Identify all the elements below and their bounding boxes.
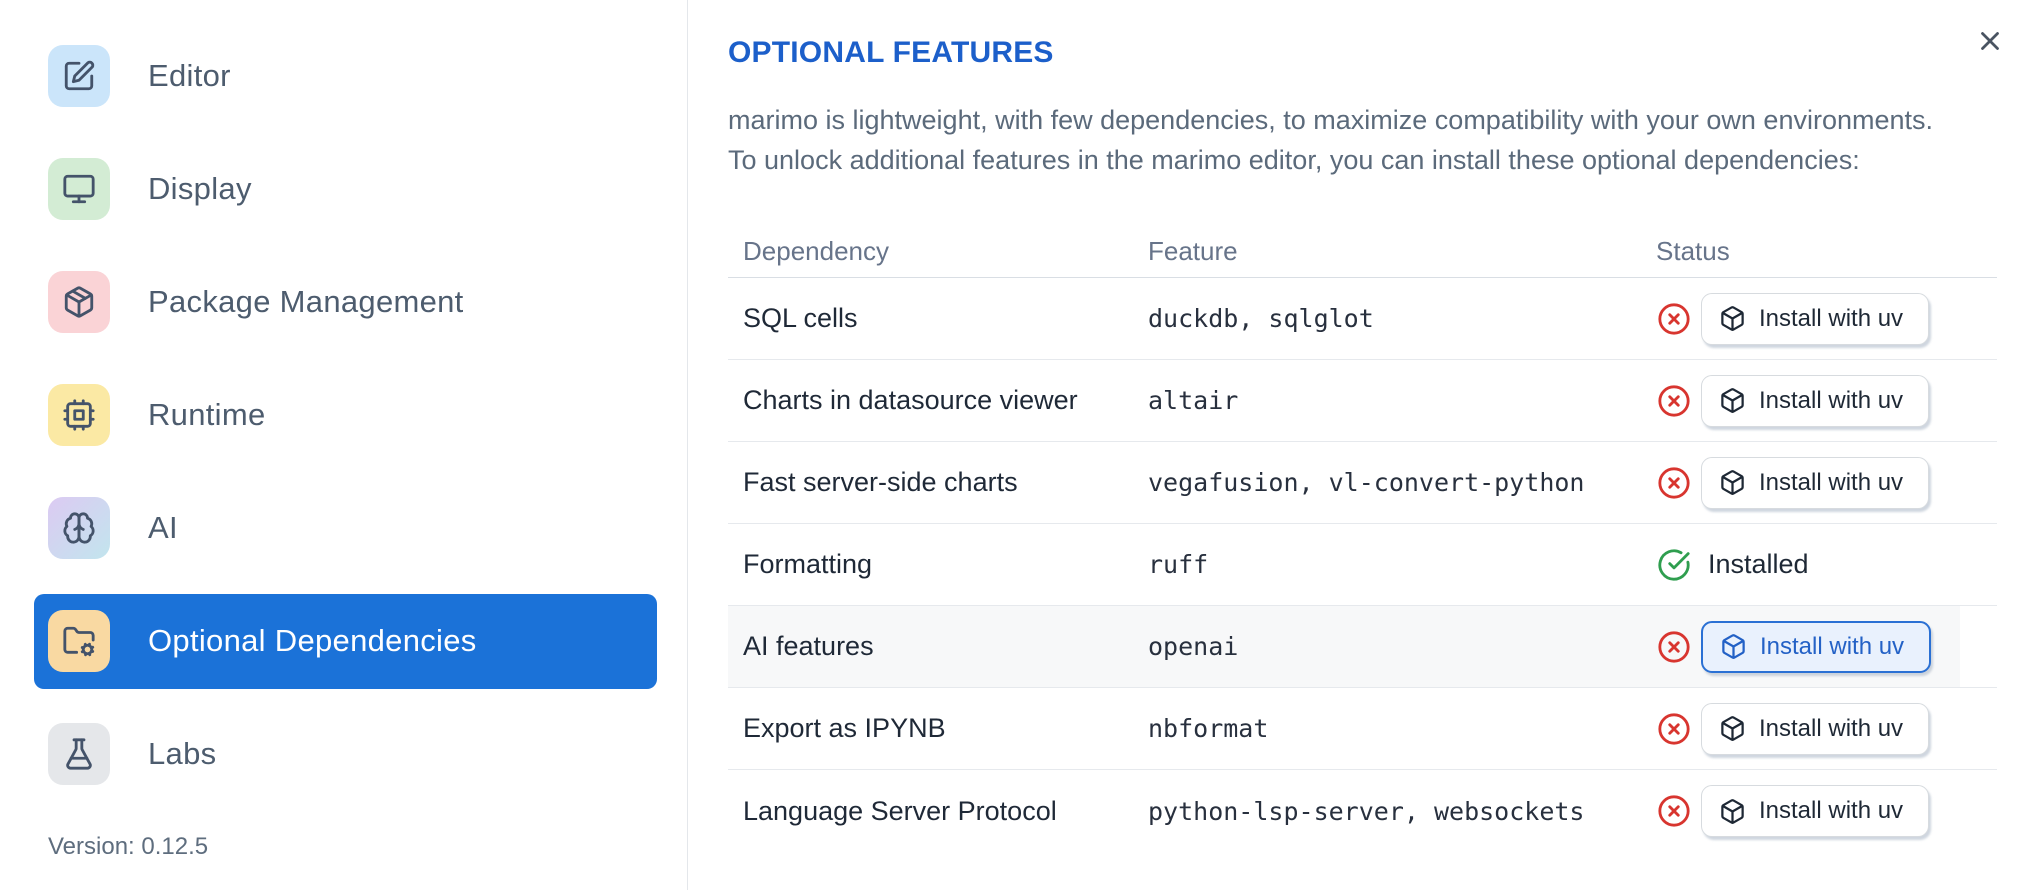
table-row-language-server-protocol: Language Server Protocol python-lsp-serv…	[728, 770, 1997, 852]
dependency-cell: Formatting	[743, 549, 873, 579]
feature-cell: openai	[1148, 632, 1239, 661]
sidebar-item-optional-dependencies[interactable]: Optional Dependencies	[34, 594, 657, 689]
page-title: OPTIONAL FEATURES	[728, 36, 1054, 69]
column-header-dependency: Dependency	[743, 235, 889, 266]
dependency-cell: Fast server-side charts	[743, 467, 1018, 497]
install-with-uv-button[interactable]: Install with uv	[1701, 456, 1930, 509]
column-header-feature: Feature	[1148, 235, 1238, 266]
install-with-uv-button[interactable]: Install with uv	[1701, 292, 1930, 345]
dependency-cell: Export as IPYNB	[743, 713, 946, 743]
package-icon	[48, 271, 110, 333]
table-row-charts-in-datasource-viewer: Charts in datasource viewer altair Insta…	[728, 360, 1997, 442]
table-body: SQL cells duckdb, sqlglot Install with u…	[728, 278, 1997, 852]
feature-cell: altair	[1148, 386, 1239, 415]
sidebar-item-package-management[interactable]: Package Management	[48, 271, 464, 333]
sidebar-selected-pill	[34, 594, 657, 689]
box-icon	[1719, 387, 1746, 414]
close-icon	[1975, 26, 2005, 59]
status-cell: Install with uv	[1656, 785, 1997, 837]
box-icon	[1719, 715, 1746, 742]
sidebar-item-label: Labs	[148, 736, 217, 771]
close-button[interactable]	[1972, 24, 2008, 60]
square-pen-icon	[48, 45, 110, 107]
status-cell: Install with uv	[1656, 702, 1997, 755]
box-icon	[1719, 798, 1746, 825]
circle-check-icon	[1656, 547, 1692, 583]
install-button-label: Install with uv	[1759, 714, 1904, 742]
sidebar-item-editor[interactable]: Editor	[48, 45, 231, 107]
circle-x-icon	[1656, 301, 1692, 337]
install-with-uv-button[interactable]: Install with uv	[1701, 702, 1930, 755]
install-button-label: Install with uv	[1760, 632, 1905, 660]
status-cell: Install with uv	[1656, 374, 1997, 427]
description-line-2: To unlock additional features in the mar…	[728, 145, 1860, 175]
status-cell: Install with uv	[1656, 620, 1997, 673]
install-button-label: Install with uv	[1759, 797, 1904, 824]
cpu-icon	[48, 384, 110, 446]
settings-sidebar: Editor Display Package Management Runtim…	[0, 0, 688, 890]
sidebar-item-label: Optional Dependencies	[148, 623, 477, 658]
brain-icon	[48, 497, 110, 559]
status-cell: Installed	[1656, 547, 1997, 583]
sidebar-item-label: Package Management	[148, 284, 464, 319]
dependency-cell: SQL cells	[743, 303, 858, 333]
sidebar-item-label: Display	[148, 171, 252, 206]
sidebar-item-label: AI	[148, 510, 178, 545]
description-line-1: marimo is lightweight, with few dependen…	[728, 105, 1934, 135]
dependencies-table: Dependency Feature Status SQL cells duck…	[728, 225, 1997, 852]
flask-icon	[48, 723, 110, 785]
table-row-export-as-ipynb: Export as IPYNB nbformat Install with uv	[728, 688, 1997, 770]
install-with-uv-button[interactable]: Install with uv	[1701, 620, 1932, 673]
sidebar-item-label: Editor	[148, 58, 231, 93]
folder-cog-icon	[48, 610, 110, 672]
circle-x-icon	[1656, 465, 1692, 501]
table-row-sql-cells: SQL cells duckdb, sqlglot Install with u…	[728, 278, 1997, 360]
circle-x-icon	[1656, 711, 1692, 747]
column-header-status: Status	[1656, 235, 1730, 266]
box-icon	[1719, 305, 1746, 332]
box-icon	[1720, 633, 1747, 660]
version-label: Version: 0.12.5	[48, 833, 209, 860]
dependency-cell: AI features	[743, 631, 874, 661]
dependency-cell: Charts in datasource viewer	[743, 385, 1078, 415]
status-cell: Install with uv	[1656, 292, 1997, 345]
table-row-ai-features: AI features openai Install with uv	[728, 606, 1997, 688]
dependency-cell: Language Server Protocol	[743, 795, 1057, 826]
feature-cell: vegafusion, vl-convert-python	[1148, 468, 1585, 497]
sidebar-item-labs[interactable]: Labs	[48, 723, 216, 785]
feature-cell: nbformat	[1148, 714, 1269, 743]
feature-cell: ruff	[1148, 550, 1209, 579]
feature-cell: duckdb, sqlglot	[1148, 304, 1374, 333]
sidebar-item-ai[interactable]: AI	[48, 497, 178, 559]
table-row-fast-server-side-charts: Fast server-side charts vegafusion, vl-c…	[728, 442, 1997, 524]
optional-features-panel: OPTIONAL FEATURES marimo is lightweight,…	[689, 0, 2042, 890]
monitor-icon	[48, 158, 110, 220]
box-icon	[1719, 469, 1746, 496]
table-header: Dependency Feature Status	[728, 225, 1997, 278]
panel-description: marimo is lightweight, with few dependen…	[728, 100, 1933, 180]
circle-x-icon	[1656, 383, 1692, 419]
install-with-uv-button[interactable]: Install with uv	[1701, 785, 1930, 837]
installed-status-label: Installed	[1708, 549, 1809, 579]
status-cell: Install with uv	[1656, 456, 1997, 509]
install-button-label: Install with uv	[1759, 468, 1904, 496]
install-button-label: Install with uv	[1759, 304, 1904, 332]
feature-cell: python-lsp-server, websockets	[1148, 796, 1585, 826]
sidebar-item-runtime[interactable]: Runtime	[48, 384, 266, 446]
sidebar-item-display[interactable]: Display	[48, 158, 252, 220]
install-with-uv-button[interactable]: Install with uv	[1701, 374, 1930, 427]
install-button-label: Install with uv	[1759, 386, 1904, 414]
circle-x-icon	[1656, 793, 1692, 829]
table-row-formatting: Formatting ruff Installed	[728, 524, 1997, 606]
circle-x-icon	[1656, 629, 1692, 665]
sidebar-item-label: Runtime	[148, 397, 266, 432]
